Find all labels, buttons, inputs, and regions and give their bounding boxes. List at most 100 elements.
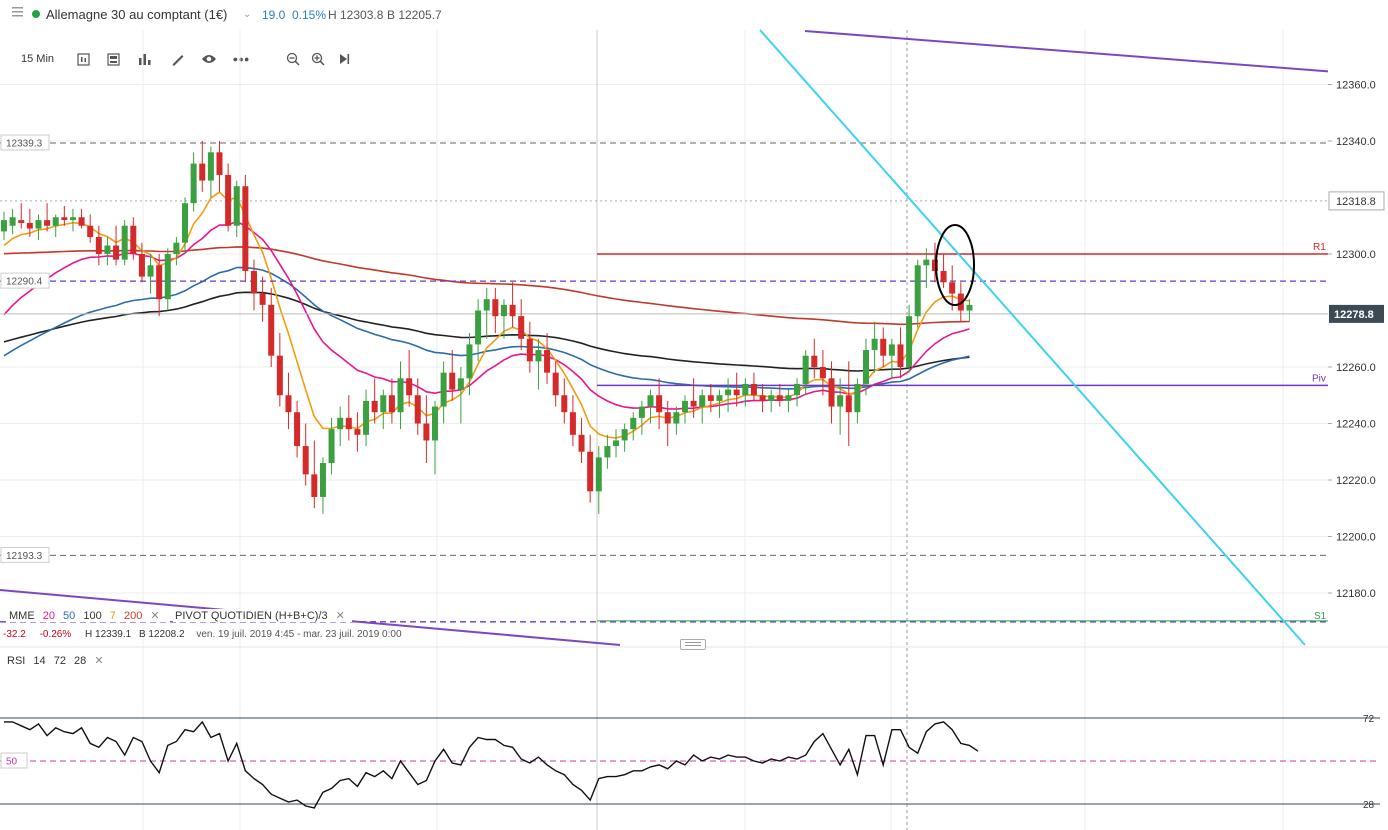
candle-body: [328, 429, 335, 464]
price-tick-label: 12220.0: [1336, 475, 1376, 487]
mme-period-7: 7: [109, 610, 116, 622]
jump-to-end-icon[interactable]: [336, 51, 352, 67]
candle-body: [768, 395, 775, 401]
pivot-label: PIVOT QUOTIDIEN (H+B+C)/3: [175, 610, 328, 622]
range-change: -32.2: [3, 629, 26, 640]
candle-body: [664, 412, 671, 424]
candle-body: [449, 372, 456, 390]
candle-body: [26, 222, 33, 229]
candle-body: [802, 355, 809, 384]
price-change: 19.0: [262, 8, 286, 22]
pivot-piv-label: Piv: [1312, 373, 1326, 384]
left-label-12290: 12290.4: [6, 277, 43, 288]
candle-body: [225, 174, 232, 226]
candle-body: [595, 457, 602, 492]
mme-period-200: 200: [123, 610, 143, 622]
candle-body: [914, 265, 921, 317]
candle-body: [725, 389, 732, 396]
candle-body: [587, 451, 594, 492]
layout-icon[interactable]: [105, 51, 121, 67]
candle-body: [121, 225, 128, 260]
close-icon[interactable]: ✕: [335, 610, 345, 622]
candle-body: [78, 217, 85, 226]
price-axis: 12360.0 12340.0 12318.8 12300.0 12278.8 12260…: [1328, 30, 1388, 830]
rsi-param-lower: 28: [74, 655, 87, 667]
chevron-down-icon[interactable]: ⌄: [243, 9, 252, 20]
candle-body: [173, 242, 180, 254]
candle-body: [414, 395, 421, 424]
candle-body: [156, 265, 163, 300]
price-tick-label: 12200.0: [1336, 532, 1376, 544]
price-tick-label: 12360.0: [1336, 80, 1376, 92]
candle-body: [569, 412, 576, 435]
candle-body: [285, 395, 292, 413]
rsi-mid-label: 50: [6, 757, 18, 768]
candle-body: [837, 395, 844, 407]
candle-body: [35, 220, 42, 229]
candle-body: [888, 344, 895, 356]
zoom-in-icon[interactable]: [310, 51, 326, 67]
price-change-pct: 0.15%: [292, 8, 327, 22]
candle-body: [302, 446, 309, 475]
candle-body: [113, 245, 120, 260]
close-icon[interactable]: ✕: [150, 610, 160, 622]
candle-body: [785, 395, 792, 401]
zoom-out-icon[interactable]: [285, 51, 301, 67]
pivot-legend[interactable]: PIVOT QUOTIDIEN (H+B+C)/3 ✕: [173, 609, 352, 622]
instrument-header: Allemagne 30 au comptant (1€) ⌄ 19.0 0.1…: [0, 0, 1388, 28]
draw-icon[interactable]: [170, 51, 186, 67]
candle-body: [966, 304, 973, 311]
candle-body: [716, 395, 723, 401]
candle-body: [9, 217, 16, 226]
price-axis-bg: [1328, 30, 1388, 830]
price-tick-label: 12300.0: [1336, 249, 1376, 261]
candle-body: [621, 429, 628, 441]
candle-body: [276, 355, 283, 396]
candle-type-icon[interactable]: [75, 51, 91, 67]
range-change-pct: -0.26%: [39, 629, 72, 640]
left-label-12290-box: [0, 272, 50, 289]
candle-body: [630, 417, 637, 430]
candle-body: [207, 152, 214, 181]
rsi-legend[interactable]: RSI 14 72 28 ✕: [7, 654, 109, 667]
candle-body: [578, 434, 585, 452]
candle-body: [733, 389, 740, 396]
candle-body: [440, 372, 447, 407]
indicators-icon[interactable]: [137, 51, 153, 67]
candle-body: [811, 355, 818, 367]
candle-body: [923, 259, 930, 266]
rsi-param-upper: 72: [53, 655, 66, 667]
hamburger-icon[interactable]: [12, 6, 23, 20]
mme-period-20: 20: [42, 610, 55, 622]
candle-body: [104, 245, 111, 254]
price-tick-label: 12318.8: [1336, 196, 1376, 208]
close-icon[interactable]: ✕: [94, 655, 104, 667]
candle-body: [561, 395, 568, 413]
candle-body: [371, 400, 378, 413]
candle-body: [940, 270, 947, 283]
candle-body: [354, 429, 361, 435]
timeframe-selector[interactable]: 15 Min: [21, 53, 55, 65]
candle-body: [776, 395, 783, 401]
chart-grid: [0, 30, 1328, 830]
highlight-ellipse: [935, 224, 975, 306]
candle-body: [406, 378, 413, 396]
mme-label: MME: [9, 610, 35, 622]
candle-body: [690, 400, 697, 407]
candlesticks: [1, 141, 973, 514]
candle-body: [535, 350, 542, 362]
instrument-title[interactable]: Allemagne 30 au comptant (1€): [46, 7, 228, 22]
price-tick-label: 12278.8: [1334, 309, 1374, 321]
price-tick-label: 12180.0: [1336, 588, 1376, 600]
candle-body: [87, 225, 94, 238]
candle-body: [147, 265, 154, 277]
mme-legend[interactable]: MME 20 50 100 7 200 ✕: [7, 609, 167, 622]
candle-body: [475, 310, 482, 345]
panel-resize-handle[interactable]: [680, 639, 706, 650]
range-dates: ven. 19 juil. 2019 4:45 - mar. 23 juil. …: [196, 629, 402, 640]
visibility-icon[interactable]: [201, 51, 217, 67]
purple-trend-line-top: [804, 30, 1388, 77]
candle-body: [250, 270, 257, 294]
candle-body: [854, 383, 861, 413]
